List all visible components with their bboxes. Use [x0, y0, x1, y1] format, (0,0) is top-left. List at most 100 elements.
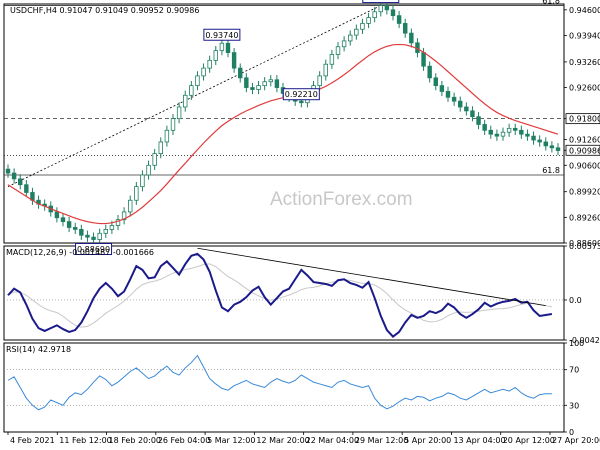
candle	[409, 32, 414, 44]
candle	[207, 59, 212, 69]
watermark: ActionForex.com	[270, 189, 413, 210]
candle	[146, 164, 151, 176]
macd-axis-label: 0.005739	[569, 242, 600, 251]
time-axis-label: 5 Mar 12:00	[207, 436, 255, 445]
candle	[519, 129, 524, 135]
candle	[384, 5, 390, 11]
candle	[66, 221, 72, 228]
candle	[476, 116, 481, 125]
candle	[195, 75, 200, 87]
candle	[170, 118, 176, 131]
price-callout-label: 0.88690	[77, 245, 110, 254]
candle	[299, 100, 304, 104]
candle	[482, 124, 487, 131]
time-axis-label: 12 Mar 20:00	[256, 436, 309, 445]
candle	[11, 172, 17, 180]
candle	[213, 50, 218, 61]
candle	[378, 5, 383, 13]
macd-signal-line	[7, 263, 552, 328]
candle	[244, 77, 249, 88]
price-axis-label: 0.91260	[569, 136, 600, 145]
candle	[341, 40, 347, 48]
candle	[18, 178, 23, 186]
candle	[256, 85, 261, 90]
price-axis-label: 0.89260	[569, 213, 600, 222]
fib-level-label: 61.8	[542, 0, 560, 6]
candle	[231, 52, 237, 69]
price-axis-label: 0.94600	[569, 6, 600, 15]
candle	[555, 147, 561, 151]
macd-line	[7, 252, 553, 338]
candle	[103, 228, 108, 234]
price-callout-label: 0.92210	[285, 90, 318, 99]
candle	[121, 211, 127, 221]
price-header: USDCHF,H4 0.91047 0.91049 0.90952 0.9098…	[10, 6, 199, 15]
macd-trendline	[197, 247, 546, 306]
macd-axis-label: -0.004261	[569, 336, 600, 345]
candle	[79, 228, 84, 236]
candle	[128, 199, 133, 213]
price-axis-label: 0.89920	[569, 188, 600, 197]
candle	[506, 127, 512, 133]
time-axis-label: 4 Feb 2021	[10, 436, 55, 445]
candle	[219, 42, 225, 52]
macd-axis-label: 0.0	[569, 296, 582, 305]
price-axis-label: 0.90600	[569, 161, 600, 170]
candle	[115, 219, 121, 226]
time-axis-label: 11 Feb 12:00	[59, 436, 111, 445]
candle	[531, 135, 536, 141]
price-marker-box	[565, 144, 600, 156]
time-axis-label: 20 Apr 12:00	[503, 436, 555, 445]
price-axis-label: 0.93260	[569, 58, 600, 67]
candle	[164, 129, 170, 143]
candle	[549, 145, 555, 149]
candle	[152, 153, 157, 166]
candle	[5, 168, 11, 174]
price-axis-label: 0.90986	[569, 146, 600, 155]
candle	[262, 81, 267, 87]
candle	[354, 28, 359, 36]
candle	[451, 96, 457, 102]
candle	[85, 234, 90, 238]
price-callout-box	[282, 88, 320, 101]
candle	[372, 11, 377, 19]
candle	[396, 15, 402, 24]
rsi-line	[7, 354, 552, 411]
price-marker-box	[565, 113, 600, 125]
candle	[543, 141, 548, 147]
price-callout-label: 0.93740	[205, 31, 238, 40]
rsi-header: RSI(14) 42.9718	[6, 345, 71, 354]
candle	[109, 225, 115, 230]
candle	[250, 87, 255, 90]
candle	[439, 85, 445, 92]
time-axis-label: 13 Apr 04:00	[453, 436, 505, 445]
candle	[445, 91, 451, 98]
candle	[348, 34, 353, 42]
candle	[134, 186, 139, 201]
candle	[488, 129, 493, 135]
candle	[427, 65, 432, 79]
time-axis-label: 26 Feb 04:00	[158, 436, 210, 445]
candle	[329, 54, 335, 65]
candle	[500, 131, 506, 137]
candle	[201, 67, 206, 77]
time-axis-label: 29 Mar 12:00	[355, 436, 408, 445]
price-axis-label: 0.88600	[569, 239, 600, 248]
candle	[183, 94, 188, 108]
candle	[366, 17, 371, 24]
fib-level-label: 61.8	[542, 166, 560, 175]
candle	[323, 63, 328, 77]
price-callout-box	[203, 28, 241, 41]
price-callout-box	[75, 243, 113, 256]
candle	[176, 106, 182, 120]
rsi-axis-label: 70	[569, 366, 579, 375]
time-axis-label: 27 Apr 20:00	[552, 436, 600, 445]
rsi-axis-label: 100	[569, 339, 584, 348]
candle	[73, 227, 78, 230]
candle	[97, 232, 102, 240]
candle	[158, 141, 163, 155]
macd-header: MACD(12,26,9) -0.001487 -0.001666	[6, 248, 154, 257]
time-axis-label: 18 Feb 20:00	[109, 436, 161, 445]
time-axis-label: 22 Mar 04:00	[306, 436, 359, 445]
